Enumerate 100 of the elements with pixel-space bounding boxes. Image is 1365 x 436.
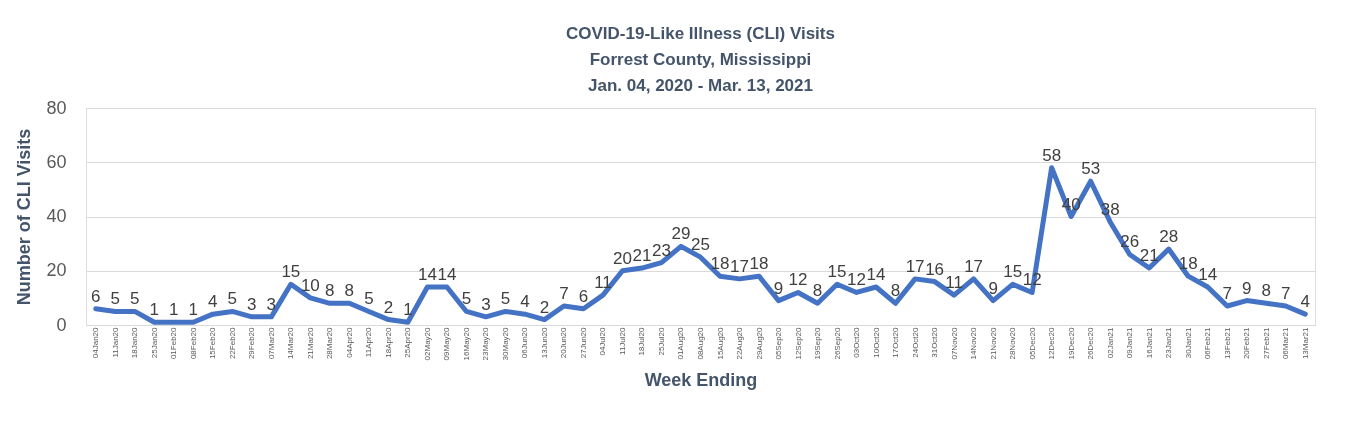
- data-label: 8: [325, 281, 335, 301]
- x-tick-label: 02May20: [422, 326, 432, 361]
- x-tick-label: 17Oct20: [891, 326, 901, 358]
- data-label: 14: [437, 265, 457, 285]
- data-label: 8: [812, 281, 823, 301]
- x-tick-label: 14Mar20: [286, 326, 296, 360]
- x-tick-label: 06Mar21: [1281, 326, 1291, 360]
- y-tick-label: 0: [56, 314, 67, 335]
- x-tick-label: 29Aug20: [754, 326, 764, 360]
- data-label: 17: [905, 256, 925, 276]
- data-label: 11: [594, 273, 612, 293]
- x-tick-label: 07Mar20: [266, 326, 276, 360]
- data-label: 17: [964, 256, 984, 276]
- y-axis-title: Number of CLI Visits: [14, 128, 35, 306]
- data-label: 6: [91, 286, 101, 306]
- x-tick-label: 01Aug20: [676, 326, 686, 360]
- x-tick-label: 05Sep20: [774, 326, 784, 360]
- data-label: 4: [1300, 292, 1310, 312]
- x-tick-label: 04Jul20: [598, 326, 608, 356]
- data-label: 25: [691, 235, 710, 255]
- data-label: 18: [1178, 254, 1198, 274]
- text: Jan. 04, 2020 - Mar. 13, 2021: [588, 76, 813, 95]
- x-tick-label: 19Dec20: [1066, 326, 1076, 360]
- data-label: 17: [730, 256, 749, 276]
- x-tick-label: 21Mar20: [305, 326, 315, 360]
- data-label: 5: [110, 289, 120, 309]
- data-label: 5: [130, 289, 140, 309]
- data-label: 5: [461, 289, 472, 309]
- x-tick-label: 28Nov20: [1008, 326, 1018, 360]
- x-tick-label: 12Dec20: [1047, 326, 1057, 360]
- data-label: 3: [266, 294, 277, 314]
- data-label: 29: [671, 224, 691, 244]
- y-tick-label: 60: [46, 151, 67, 172]
- data-label: 16: [925, 259, 945, 279]
- x-tick-label: 21Nov20: [988, 326, 998, 360]
- x-tick-label: 25Jul20: [656, 326, 666, 356]
- x-tick-label: 03Oct20: [852, 326, 862, 358]
- x-tick-label: 24Oct20: [910, 326, 920, 358]
- x-tick-label: 23Jan21: [1164, 326, 1174, 359]
- data-label: 58: [1042, 145, 1062, 165]
- data-label: 20: [613, 248, 632, 268]
- data-label: 15: [827, 262, 847, 282]
- data-label: 9: [773, 278, 784, 298]
- x-tick-label: 13Feb21: [1222, 326, 1232, 360]
- x-tick-label: 02Jan21: [1105, 326, 1115, 359]
- x-tick-label: 11Jul20: [617, 326, 627, 355]
- x-tick-label: 05Dec20: [1027, 326, 1037, 360]
- data-label: 5: [364, 289, 374, 309]
- data-label: 9: [1241, 278, 1252, 298]
- x-tick-label: 18Jul20: [637, 326, 647, 356]
- data-label: 1: [403, 300, 413, 320]
- data-label: 8: [344, 281, 355, 301]
- data-label: 1: [188, 300, 199, 320]
- x-tick-label: 27Feb21: [1261, 326, 1271, 360]
- x-tick-label: 27Jun20: [578, 326, 588, 359]
- x-tick-label: 31Oct20: [930, 326, 940, 358]
- x-tick-label: 19Sep20: [813, 326, 823, 360]
- x-tick-label: 06Jun20: [520, 326, 530, 359]
- data-label: 1: [149, 300, 160, 320]
- data-label: 15: [1003, 262, 1023, 282]
- data-label: 6: [578, 286, 589, 306]
- data-label: 53: [1081, 159, 1101, 179]
- y-tick-label: 40: [46, 206, 67, 226]
- x-tick-label: 04Jan20: [91, 326, 101, 359]
- y-tick-label: 20: [46, 260, 67, 281]
- x-tick-label: 13Mar21: [1300, 326, 1310, 360]
- x-tick-label: 30May20: [500, 326, 510, 361]
- x-tick-label: 08Feb20: [188, 326, 198, 360]
- x-tick-label: 07Nov20: [949, 326, 959, 360]
- data-label: 15: [281, 262, 301, 282]
- data-label: 12: [847, 270, 867, 290]
- data-label: 21: [632, 246, 652, 266]
- x-tick-label: 18Apr20: [383, 326, 393, 358]
- data-label: 3: [481, 294, 491, 314]
- data-label: 28: [1159, 227, 1179, 247]
- text: Forrest County, Mississippi: [589, 50, 812, 69]
- data-label: 9: [988, 278, 998, 298]
- x-tick-label: 29Feb20: [247, 326, 257, 360]
- data-label: 14: [417, 265, 437, 285]
- x-tick-label: 08Aug20: [696, 326, 705, 360]
- x-axis-title: Week Ending: [644, 370, 758, 391]
- x-tick-label: 26Dec20: [1086, 326, 1096, 360]
- data-label: 10: [300, 275, 320, 295]
- x-tick-label: 12Sep20: [793, 326, 803, 360]
- x-tick-label: 22Feb20: [227, 326, 237, 360]
- data-label: 14: [1198, 265, 1218, 285]
- text: COVID-19-Like Illness (CLI) Visits: [566, 24, 835, 43]
- data-label: 12: [788, 270, 808, 290]
- x-tick-label: 30Jan21: [1183, 326, 1193, 359]
- x-tick-label: 11Apr20: [364, 326, 374, 358]
- data-label: 2: [383, 297, 394, 317]
- x-tick-label: 20Jun20: [559, 326, 569, 359]
- x-tick-label: 16May20: [461, 326, 471, 361]
- data-label: 11: [945, 273, 963, 293]
- x-tick-label: 09Jan21: [1125, 326, 1135, 359]
- y-tick-label: 80: [46, 97, 67, 118]
- data-label: 7: [1281, 284, 1291, 304]
- data-label: 8: [1261, 281, 1271, 301]
- x-tick-label: 15Aug20: [715, 326, 725, 360]
- data-label: 14: [866, 265, 886, 285]
